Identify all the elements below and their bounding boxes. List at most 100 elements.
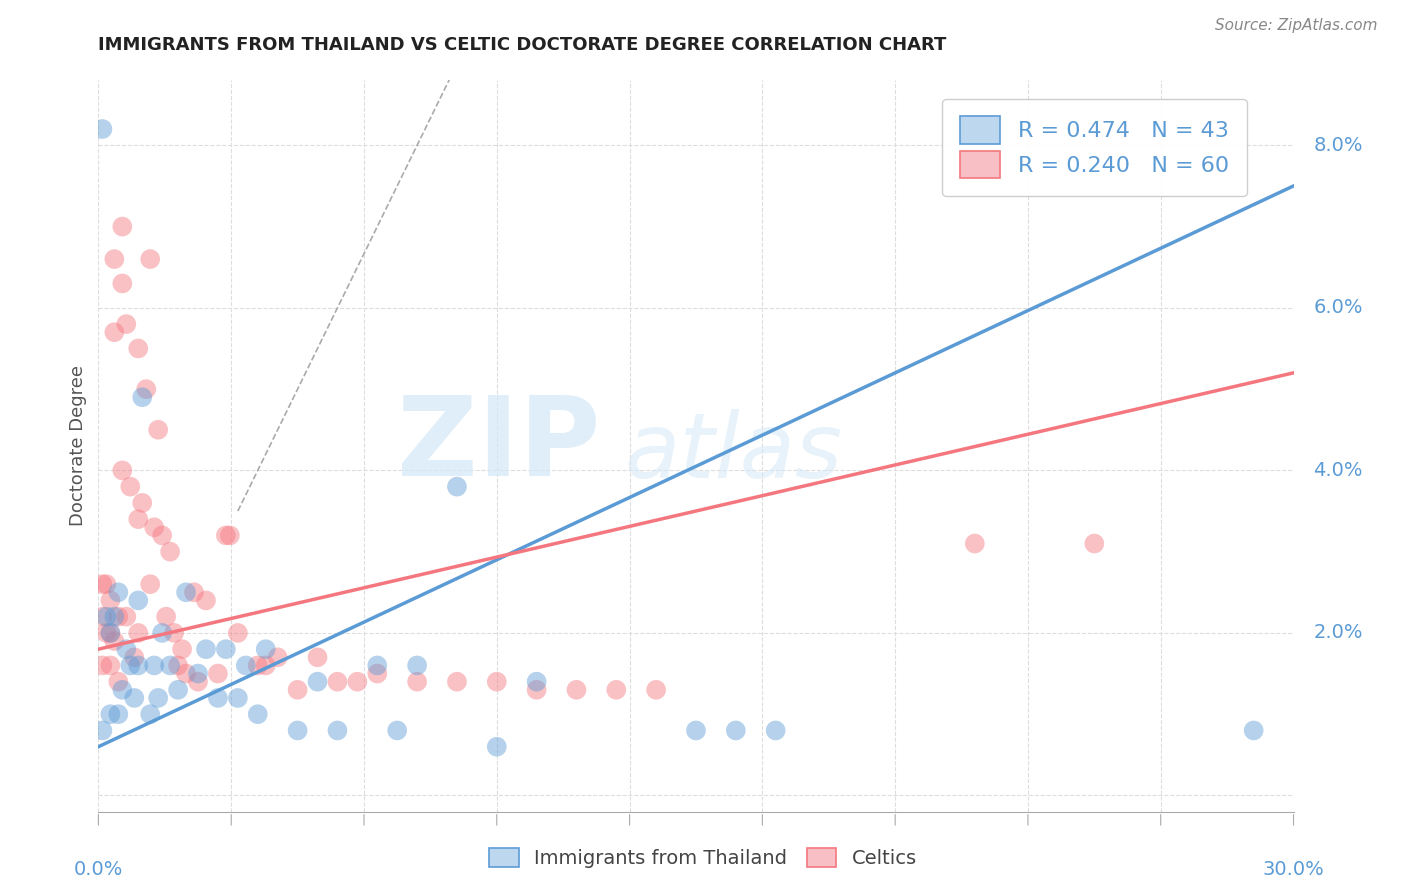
Point xyxy=(155,609,177,624)
Point xyxy=(187,674,209,689)
Point xyxy=(287,682,309,697)
Point xyxy=(1243,723,1265,738)
Point xyxy=(96,577,118,591)
Point xyxy=(235,658,257,673)
Point xyxy=(194,642,218,657)
Point xyxy=(107,609,129,624)
Point xyxy=(111,277,134,291)
Point xyxy=(127,593,149,607)
Point xyxy=(215,642,238,657)
Text: ZIP: ZIP xyxy=(396,392,600,500)
Point xyxy=(103,252,125,266)
Point xyxy=(120,658,142,673)
Text: atlas: atlas xyxy=(624,409,842,498)
Point xyxy=(91,577,114,591)
Point xyxy=(172,642,194,657)
Point xyxy=(267,650,290,665)
Point xyxy=(148,690,170,705)
Point xyxy=(115,317,138,331)
Point xyxy=(103,609,125,624)
Point xyxy=(207,690,229,705)
Point xyxy=(645,682,668,697)
Text: 4.0%: 4.0% xyxy=(1313,461,1362,480)
Point xyxy=(219,528,242,542)
Point xyxy=(215,528,238,542)
Point xyxy=(98,626,122,640)
Point xyxy=(139,577,162,591)
Point xyxy=(135,382,157,396)
Point xyxy=(159,658,181,673)
Point xyxy=(103,325,125,339)
Point xyxy=(685,723,707,738)
Point xyxy=(131,390,153,404)
Y-axis label: Doctorate Degree: Doctorate Degree xyxy=(69,366,87,526)
Point xyxy=(446,674,468,689)
Point xyxy=(131,496,153,510)
Point xyxy=(120,480,142,494)
Point xyxy=(91,122,114,136)
Point xyxy=(963,536,986,550)
Point xyxy=(163,626,186,640)
Point xyxy=(98,658,122,673)
Point xyxy=(254,642,277,657)
Point xyxy=(183,585,205,599)
Point xyxy=(111,682,134,697)
Point xyxy=(98,593,122,607)
Point xyxy=(150,626,173,640)
Text: Source: ZipAtlas.com: Source: ZipAtlas.com xyxy=(1215,18,1378,33)
Point xyxy=(385,723,409,738)
Text: IMMIGRANTS FROM THAILAND VS CELTIC DOCTORATE DEGREE CORRELATION CHART: IMMIGRANTS FROM THAILAND VS CELTIC DOCTO… xyxy=(98,36,946,54)
Point xyxy=(115,642,138,657)
Legend: Immigrants from Thailand, Celtics: Immigrants from Thailand, Celtics xyxy=(479,838,927,878)
Point xyxy=(406,674,429,689)
Point xyxy=(565,682,588,697)
Point xyxy=(174,585,197,599)
Point xyxy=(148,423,170,437)
Point xyxy=(406,658,429,673)
Point xyxy=(159,544,181,558)
Legend: R = 0.474   N = 43, R = 0.240   N = 60: R = 0.474 N = 43, R = 0.240 N = 60 xyxy=(942,99,1247,196)
Point xyxy=(107,707,129,722)
Point xyxy=(98,626,122,640)
Point xyxy=(107,674,129,689)
Point xyxy=(127,342,149,356)
Point xyxy=(246,707,269,722)
Point xyxy=(111,219,134,234)
Point xyxy=(605,682,627,697)
Point xyxy=(127,626,149,640)
Point xyxy=(485,739,508,754)
Point xyxy=(326,723,349,738)
Point xyxy=(107,585,129,599)
Point xyxy=(91,609,114,624)
Text: 0.0%: 0.0% xyxy=(73,861,124,880)
Point xyxy=(91,658,114,673)
Point xyxy=(167,658,190,673)
Point xyxy=(254,658,277,673)
Point xyxy=(207,666,229,681)
Point xyxy=(96,626,118,640)
Text: 30.0%: 30.0% xyxy=(1263,861,1324,880)
Point xyxy=(124,690,146,705)
Point xyxy=(307,650,329,665)
Point xyxy=(526,674,548,689)
Point xyxy=(98,707,122,722)
Point xyxy=(346,674,368,689)
Point xyxy=(446,480,468,494)
Point xyxy=(485,674,508,689)
Point xyxy=(526,682,548,697)
Point xyxy=(96,609,118,624)
Point xyxy=(103,634,125,648)
Point xyxy=(91,723,114,738)
Point xyxy=(194,593,218,607)
Text: 2.0%: 2.0% xyxy=(1313,624,1362,642)
Point xyxy=(287,723,309,738)
Point xyxy=(174,666,197,681)
Point xyxy=(127,512,149,526)
Text: 6.0%: 6.0% xyxy=(1313,298,1362,318)
Point xyxy=(366,658,388,673)
Point xyxy=(765,723,787,738)
Point xyxy=(307,674,329,689)
Point xyxy=(111,463,134,477)
Point xyxy=(167,682,190,697)
Point xyxy=(187,666,209,681)
